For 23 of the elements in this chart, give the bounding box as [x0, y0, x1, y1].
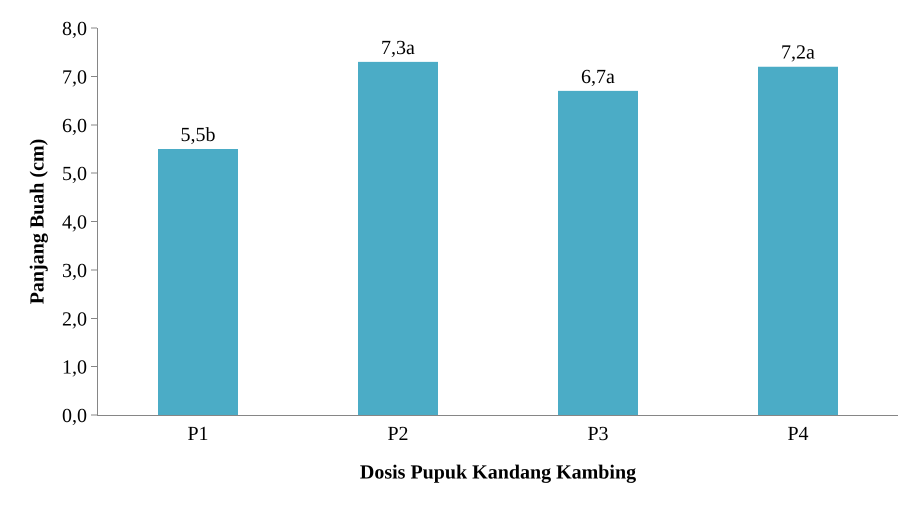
data-label: 7,2a	[781, 42, 815, 64]
data-label: 5,5b	[180, 124, 216, 146]
y-tick-label: 4,0	[62, 212, 87, 234]
bar	[358, 62, 438, 415]
x-tick-label: P4	[787, 423, 809, 445]
y-axis-title: Panjang Buah (cm)	[26, 138, 48, 304]
data-label: 7,3a	[381, 36, 415, 59]
x-tick-label: P1	[187, 423, 209, 445]
y-tick-label: 8,0	[62, 18, 87, 40]
y-tick-label: 0,0	[62, 405, 87, 427]
x-tick-label: P3	[587, 423, 609, 445]
bar	[758, 66, 838, 415]
data-label: 6,7a	[581, 66, 615, 88]
bar	[558, 90, 638, 415]
y-tick-label: 1,0	[62, 356, 87, 379]
y-tick-label: 3,0	[62, 260, 87, 282]
y-tick-label: 5,0	[62, 163, 87, 186]
bar	[158, 148, 238, 415]
y-tick-label: 2,0	[62, 308, 87, 330]
x-tick-label: P2	[387, 423, 409, 445]
y-tick-label: 6,0	[62, 114, 87, 137]
y-tick-label: 7,0	[62, 66, 87, 88]
x-axis-title: Dosis Pupuk Kandang Kambing	[360, 462, 636, 484]
